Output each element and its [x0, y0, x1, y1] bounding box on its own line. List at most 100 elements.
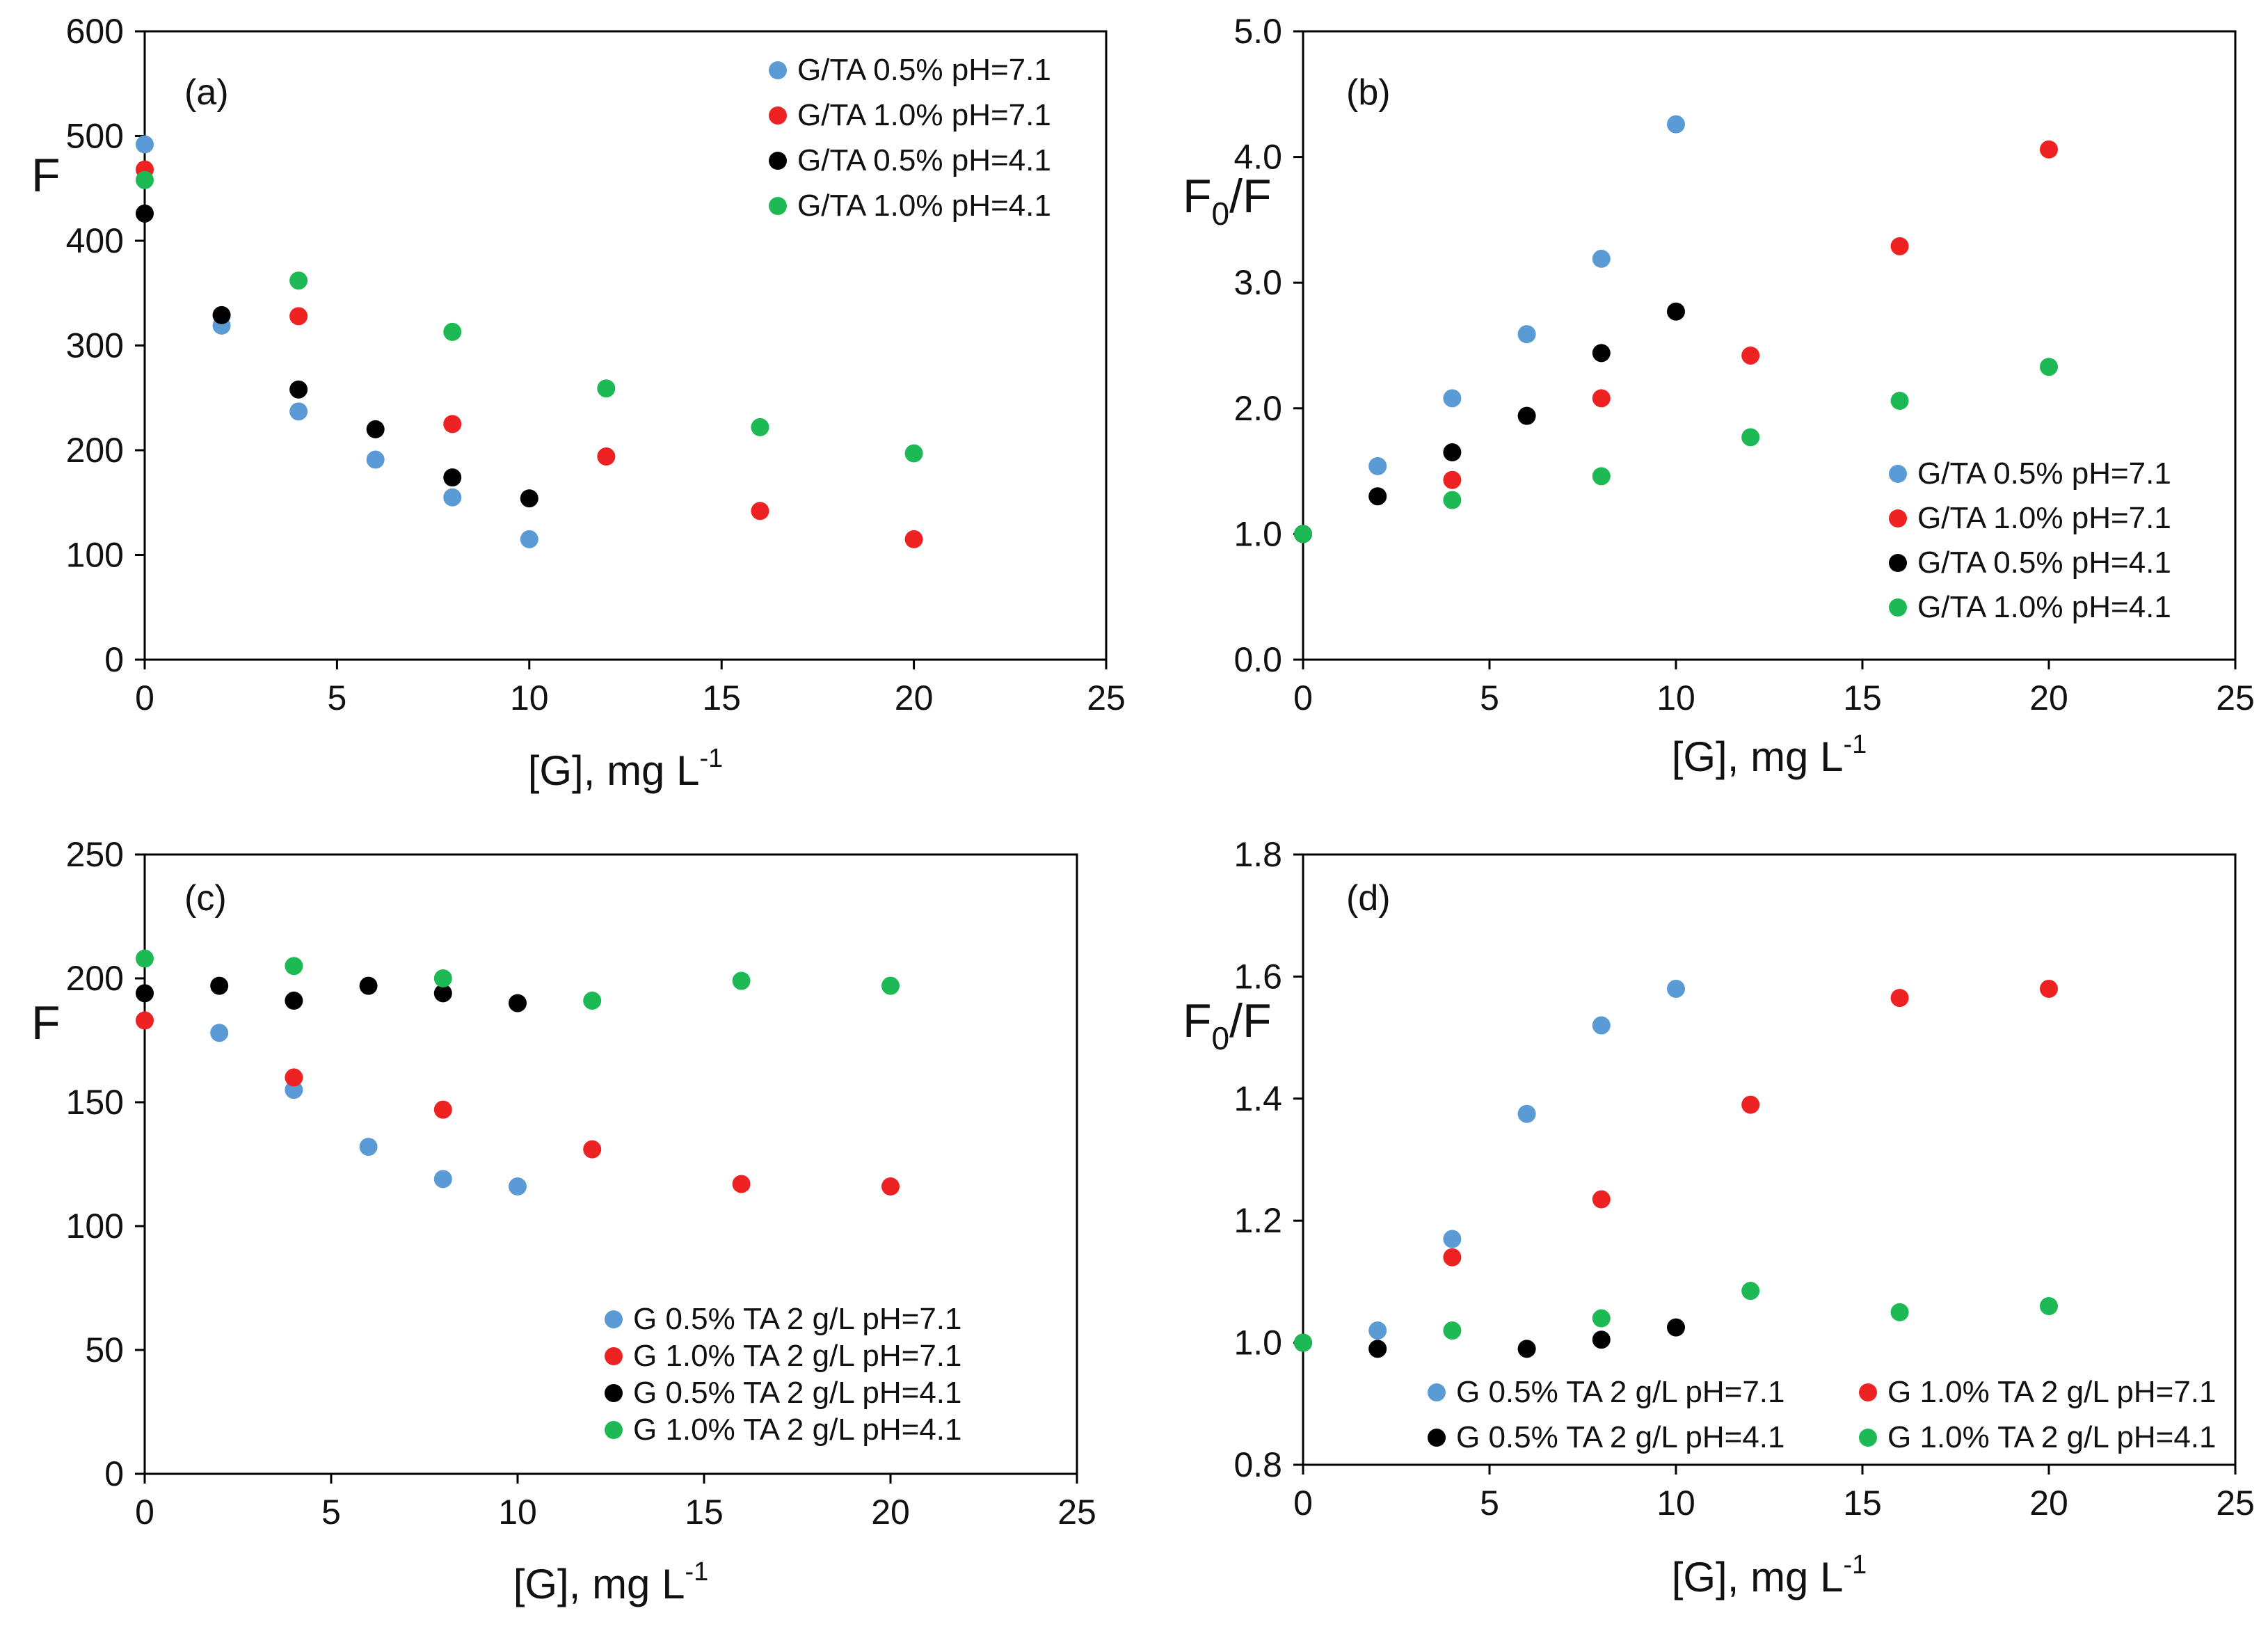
legend: G 0.5% TA 2 g/L pH=7.1 G 1.0% TA 2 g/L pH… — [605, 1302, 961, 1447]
legend-label: G 1.0% TA 2 g/L pH=4.1 — [633, 1413, 961, 1447]
legend-marker — [1889, 554, 1907, 572]
data-point — [1667, 979, 1685, 998]
data-point — [1592, 389, 1611, 408]
series-g-0-5-ta-2-g-l-ph-4-1 — [136, 976, 527, 1012]
data-point — [1517, 325, 1536, 344]
data-point — [1667, 115, 1685, 134]
data-point — [1443, 470, 1462, 489]
data-point — [443, 415, 462, 434]
data-point — [583, 1140, 602, 1159]
data-point — [583, 992, 602, 1010]
x-axis-title-text: [G], mg L — [513, 1561, 685, 1607]
y-axis-title-subscript: 0 — [1212, 1020, 1230, 1056]
panel-tag: (c) — [184, 878, 227, 919]
data-point — [520, 489, 538, 508]
data-point — [359, 976, 378, 995]
y-tick-label: 50 — [85, 1330, 124, 1369]
y-tick-label: 200 — [66, 959, 124, 998]
x-tick-label: 15 — [1843, 678, 1882, 717]
x-tick-label: 15 — [685, 1493, 724, 1532]
x-axis-title-superscript: -1 — [1843, 1550, 1867, 1580]
y-tick-label: 1.6 — [1233, 957, 1282, 996]
y-tick-label: 2.0 — [1233, 389, 1282, 428]
x-tick-label: 15 — [702, 678, 741, 717]
data-point — [1443, 1230, 1462, 1248]
y-tick-label: 0 — [104, 640, 124, 679]
legend-item: G/TA 0.5% pH=7.1 — [1889, 456, 2171, 491]
data-point — [1667, 302, 1685, 321]
y-tick-label: 5.0 — [1233, 12, 1282, 51]
y-axis-title-text: F — [31, 996, 61, 1049]
data-point — [1368, 1321, 1387, 1340]
y-axis-title-text: F — [1183, 170, 1212, 223]
legend-marker — [1889, 465, 1907, 483]
data-point — [1517, 1104, 1536, 1123]
x-tick-label: 0 — [1293, 678, 1313, 717]
y-tick-label: 0.8 — [1233, 1445, 1282, 1484]
data-point — [904, 530, 923, 548]
data-point — [1741, 346, 1760, 365]
data-point — [509, 1177, 527, 1196]
data-point — [1443, 1321, 1462, 1340]
y-tick-label: 0.0 — [1233, 640, 1282, 679]
legend-item: G 0.5% TA 2 g/L pH=7.1 — [1428, 1375, 1784, 1409]
legend-item: G/TA 1.0% pH=4.1 — [1889, 590, 2171, 624]
x-tick-label: 5 — [321, 1493, 341, 1532]
y-tick-label: 1.2 — [1233, 1201, 1282, 1240]
data-point — [1890, 989, 1909, 1008]
legend-label: G 0.5% TA 2 g/L pH=7.1 — [1456, 1375, 1784, 1409]
legend-label: G/TA 0.5% pH=4.1 — [797, 143, 1051, 177]
data-point — [1592, 344, 1611, 363]
legend-label: G/TA 0.5% pH=7.1 — [797, 53, 1051, 87]
data-point — [285, 1068, 303, 1087]
x-tick-label: 20 — [2029, 678, 2068, 717]
plot-area-frame — [1302, 30, 2237, 661]
data-point — [136, 135, 154, 154]
data-point — [597, 379, 616, 398]
x-axis-title: [G], mg L-1 — [528, 744, 724, 794]
data-point — [136, 1011, 154, 1030]
legend-marker — [605, 1310, 623, 1328]
x-axis-title: [G], mg L-1 — [1672, 730, 1867, 780]
x-axis-title-superscript: -1 — [1843, 730, 1867, 759]
data-point — [1592, 1190, 1611, 1209]
data-point — [289, 402, 308, 421]
y-tick-label: 3.0 — [1233, 263, 1282, 302]
legend: G/TA 0.5% pH=7.1 G/TA 1.0% pH=7.1 G/TA 0.5… — [1889, 456, 2171, 624]
y-axis-title-text: F — [31, 149, 61, 202]
x-tick-label: 25 — [1087, 678, 1126, 717]
data-point — [1890, 1303, 1909, 1321]
x-axis-title-superscript: -1 — [699, 744, 723, 773]
legend-marker — [605, 1384, 623, 1402]
y-tick-label: 4.0 — [1233, 138, 1282, 177]
legend-label: G 1.0% TA 2 g/L pH=4.1 — [1887, 1420, 2216, 1454]
legend-marker — [769, 197, 787, 215]
data-point — [520, 530, 538, 548]
legend-item: G 0.5% TA 2 g/L pH=4.1 — [605, 1376, 961, 1410]
data-point — [1741, 1282, 1760, 1301]
legend-label: G/TA 0.5% pH=4.1 — [1917, 546, 2171, 580]
series-g-1-0-ta-2-g-l-ph-7-1 — [136, 1011, 900, 1196]
legend-item: G 0.5% TA 2 g/L pH=7.1 — [605, 1302, 961, 1336]
chart-panel-1: 0 5 10 15 20 25 0 100 200 300 400 500 600 [G], mg L-1… — [31, 12, 1126, 794]
series-g-ta-1-0-ph-4-1 — [136, 170, 923, 463]
data-point — [2040, 140, 2058, 159]
legend-item: G 0.5% TA 2 g/L pH=4.1 — [1428, 1420, 1784, 1454]
legend-marker — [769, 106, 787, 125]
legend-label: G/TA 0.5% pH=7.1 — [1917, 456, 2171, 491]
legend-marker — [1889, 509, 1907, 527]
x-tick-label: 20 — [871, 1493, 910, 1532]
legend: G/TA 0.5% pH=7.1 G/TA 1.0% pH=7.1 G/TA 0.5… — [769, 53, 1051, 223]
data-point — [212, 305, 231, 324]
data-point — [285, 957, 303, 976]
legend-item: G/TA 0.5% pH=4.1 — [769, 143, 1051, 177]
legend-marker — [1859, 1429, 1877, 1447]
y-tick-label: 600 — [66, 12, 124, 51]
x-tick-label: 10 — [1656, 1484, 1695, 1523]
data-point — [732, 1175, 751, 1193]
series-g-1-0-ta-2-g-l-ph-4-1 — [136, 949, 900, 1010]
data-point — [366, 420, 385, 438]
data-point — [136, 204, 154, 223]
y-axis-title-tail: /F — [1229, 994, 1271, 1047]
series-g-ta-0-5-ph-4-1 — [1294, 302, 1685, 543]
